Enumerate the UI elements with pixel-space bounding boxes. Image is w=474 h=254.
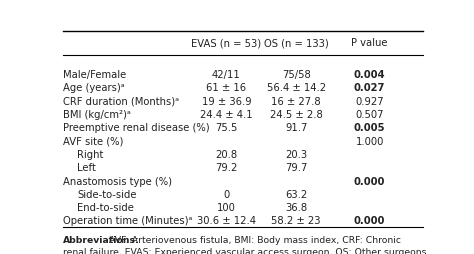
- Text: Abbreviations:: Abbreviations:: [63, 236, 140, 245]
- Text: 20.3: 20.3: [285, 150, 307, 160]
- Text: 16 ± 27.8: 16 ± 27.8: [272, 97, 321, 107]
- Text: 0.927: 0.927: [356, 97, 384, 107]
- Text: 0.000: 0.000: [354, 177, 385, 187]
- Text: AVF: Arteriovenous fistula, BMI: Body mass index, CRF: Chronic: AVF: Arteriovenous fistula, BMI: Body ma…: [106, 236, 401, 245]
- Text: 56.4 ± 14.2: 56.4 ± 14.2: [267, 84, 326, 93]
- Text: Right: Right: [77, 150, 103, 160]
- Text: End-to-side: End-to-side: [77, 203, 134, 213]
- Text: 0.027: 0.027: [354, 84, 385, 93]
- Text: P value: P value: [351, 38, 388, 48]
- Text: 24.5 ± 2.8: 24.5 ± 2.8: [270, 110, 323, 120]
- Text: Operation time (Minutes)ᵃ: Operation time (Minutes)ᵃ: [63, 216, 192, 227]
- Text: Male/Female: Male/Female: [63, 70, 126, 80]
- Text: 63.2: 63.2: [285, 190, 307, 200]
- Text: Preemptive renal disease (%): Preemptive renal disease (%): [63, 123, 210, 133]
- Text: AVF site (%): AVF site (%): [63, 137, 123, 147]
- Text: 42/11: 42/11: [212, 70, 241, 80]
- Text: 0.005: 0.005: [354, 123, 385, 133]
- Text: 58.2 ± 23: 58.2 ± 23: [272, 216, 321, 227]
- Text: 75.5: 75.5: [215, 123, 237, 133]
- Text: 19 ± 36.9: 19 ± 36.9: [201, 97, 251, 107]
- Text: Anastomosis type (%): Anastomosis type (%): [63, 177, 172, 187]
- Text: EVAS (n = 53): EVAS (n = 53): [191, 38, 262, 48]
- Text: 0.004: 0.004: [354, 70, 385, 80]
- Text: 30.6 ± 12.4: 30.6 ± 12.4: [197, 216, 256, 227]
- Text: OS (n = 133): OS (n = 133): [264, 38, 328, 48]
- Text: 91.7: 91.7: [285, 123, 307, 133]
- Text: Left: Left: [77, 163, 96, 173]
- Text: 20.8: 20.8: [215, 150, 237, 160]
- Text: 61 ± 16: 61 ± 16: [206, 84, 246, 93]
- Text: 79.7: 79.7: [285, 163, 307, 173]
- Text: 0: 0: [223, 190, 229, 200]
- Text: Age (years)ᵃ: Age (years)ᵃ: [63, 84, 125, 93]
- Text: 1.000: 1.000: [356, 137, 384, 147]
- Text: renal failure, EVAS: Experienced vascular access surgeon, OS: Other surgeons.: renal failure, EVAS: Experienced vascula…: [63, 248, 429, 254]
- Text: CRF duration (Months)ᵃ: CRF duration (Months)ᵃ: [63, 97, 179, 107]
- Text: 36.8: 36.8: [285, 203, 307, 213]
- Text: 100: 100: [217, 203, 236, 213]
- Text: 24.4 ± 4.1: 24.4 ± 4.1: [200, 110, 253, 120]
- Text: 0.507: 0.507: [356, 110, 384, 120]
- Text: 79.2: 79.2: [215, 163, 237, 173]
- Text: BMI (kg/cm²)ᵃ: BMI (kg/cm²)ᵃ: [63, 110, 131, 120]
- Text: 75/58: 75/58: [282, 70, 310, 80]
- Text: 0.000: 0.000: [354, 216, 385, 227]
- Text: Side-to-side: Side-to-side: [77, 190, 137, 200]
